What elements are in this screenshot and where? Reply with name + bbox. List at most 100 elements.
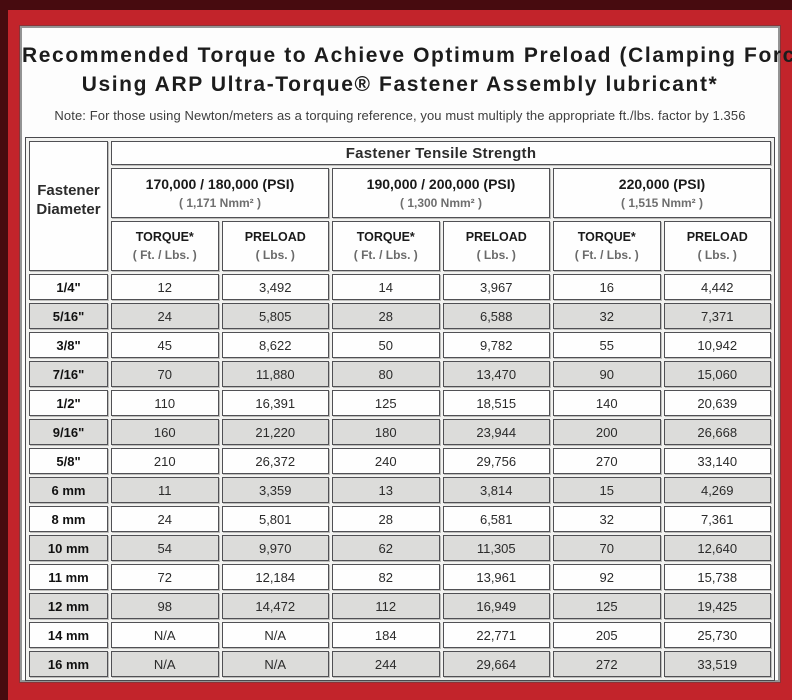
fastener-diameter-header-line2: Diameter (36, 200, 101, 218)
torque-value-cell: 82 (332, 564, 440, 590)
fastener-diameter-cell: 1/2" (29, 390, 108, 416)
frame-shadow-top (0, 0, 792, 10)
table-row: 14 mm N/A N/A 184 22,771 205 25,730 (29, 622, 771, 648)
torque-value-cell: 184 (332, 622, 440, 648)
table-row: 5/16" 24 5,805 28 6,588 32 7,371 (29, 303, 771, 329)
torque-value-cell: 200 (553, 419, 661, 445)
fastener-diameter-cell: 12 mm (29, 593, 108, 619)
table-row: 12 mm 98 14,472 112 16,949 125 19,425 (29, 593, 771, 619)
torque-value-cell: 32 (553, 506, 661, 532)
table-row: 10 mm 54 9,970 62 11,305 70 12,640 (29, 535, 771, 561)
preload-value-cell: 33,140 (663, 448, 771, 474)
psi-group-header-1: 170,000 / 180,000 (PSI) ( 1,171 Nmm² ) (111, 168, 329, 218)
torque-column-header: TORQUE* ( Ft. / Lbs. ) (111, 221, 219, 271)
torque-value-cell: 24 (111, 303, 219, 329)
fastener-diameter-cell: 14 mm (29, 622, 108, 648)
fastener-diameter-cell: 11 mm (29, 564, 108, 590)
torque-value-cell: 28 (332, 303, 440, 329)
preload-value-cell: 13,961 (442, 564, 550, 590)
torque-value-cell: 32 (553, 303, 661, 329)
preload-value-cell: 5,805 (221, 303, 329, 329)
preload-value-cell: 25,730 (663, 622, 771, 648)
preload-value-cell: 22,771 (442, 622, 550, 648)
fastener-diameter-header: Fastener Diameter (29, 141, 108, 271)
table-row: 6 mm 11 3,359 13 3,814 15 4,269 (29, 477, 771, 503)
torque-value-cell: 80 (332, 361, 440, 387)
torque-value-cell: 13 (332, 477, 440, 503)
preload-value-cell: 15,738 (663, 564, 771, 590)
torque-value-cell: 72 (111, 564, 219, 590)
torque-value-cell: 28 (332, 506, 440, 532)
torque-value-cell: 15 (553, 477, 661, 503)
torque-value-cell: 70 (553, 535, 661, 561)
preload-value-cell: 26,372 (221, 448, 329, 474)
preload-value-cell: N/A (221, 651, 329, 677)
column-header-row: TORQUE* ( Ft. / Lbs. ) PRELOAD ( Lbs. ) … (29, 221, 771, 271)
preload-value-cell: 29,756 (442, 448, 550, 474)
torque-value-cell: 55 (553, 332, 661, 358)
torque-value-cell: 12 (111, 274, 219, 300)
preload-column-header: PRELOAD ( Lbs. ) (442, 221, 550, 271)
fastener-diameter-cell: 3/8" (29, 332, 108, 358)
torque-table-body: 1/4" 12 3,492 14 3,967 16 4,442 5/16" 24 5,805 28 6… (29, 274, 771, 677)
preload-column-header: PRELOAD ( Lbs. ) (663, 221, 771, 271)
fastener-diameter-cell: 6 mm (29, 477, 108, 503)
torque-table: Fastener Diameter Fastener Tensile Stren… (25, 137, 775, 681)
preload-value-cell: 5,801 (221, 506, 329, 532)
torque-unit: ( Ft. / Lbs. ) (353, 248, 418, 262)
torque-value-cell: 90 (553, 361, 661, 387)
torque-value-cell: 54 (111, 535, 219, 561)
torque-value-cell: N/A (111, 651, 219, 677)
preload-value-cell: 11,880 (221, 361, 329, 387)
torque-value-cell: 92 (553, 564, 661, 590)
torque-value-cell: 50 (332, 332, 440, 358)
torque-value-cell: 160 (111, 419, 219, 445)
table-row: 1/4" 12 3,492 14 3,967 16 4,442 (29, 274, 771, 300)
spec-card: Recommended Torque to Achieve Optimum Pr… (20, 26, 792, 682)
preload-value-cell: 4,269 (663, 477, 771, 503)
fastener-diameter-cell: 5/8" (29, 448, 108, 474)
torque-unit: ( Ft. / Lbs. ) (574, 248, 639, 262)
table-row: 5/8" 210 26,372 240 29,756 270 33,140 (29, 448, 771, 474)
page-title: Recommended Torque to Achieve Optimum Pr… (22, 41, 792, 99)
preload-value-cell: 4,442 (663, 274, 771, 300)
preload-value-cell: 3,967 (442, 274, 550, 300)
fastener-diameter-cell: 10 mm (29, 535, 108, 561)
preload-value-cell: 33,519 (663, 651, 771, 677)
frame-shadow-left (0, 0, 8, 700)
note-text: Note: For those using Newton/meters as a… (54, 108, 746, 123)
torque-value-cell: 112 (332, 593, 440, 619)
table-row: 11 mm 72 12,184 82 13,961 92 15,738 (29, 564, 771, 590)
table-row: 3/8" 45 8,622 50 9,782 55 10,942 (29, 332, 771, 358)
preload-value-cell: 7,361 (663, 506, 771, 532)
preload-value-cell: 8,622 (221, 332, 329, 358)
preload-unit: ( Lbs. ) (255, 248, 295, 262)
torque-label: TORQUE* (135, 230, 194, 244)
preload-value-cell: N/A (221, 622, 329, 648)
preload-value-cell: 13,470 (442, 361, 550, 387)
preload-value-cell: 9,970 (221, 535, 329, 561)
preload-value-cell: 3,359 (221, 477, 329, 503)
preload-value-cell: 21,220 (221, 419, 329, 445)
tensile-strength-header: Fastener Tensile Strength (111, 141, 771, 165)
torque-value-cell: 16 (553, 274, 661, 300)
preload-value-cell: 10,942 (663, 332, 771, 358)
table-row: 7/16" 70 11,880 80 13,470 90 15,060 (29, 361, 771, 387)
torque-unit: ( Ft. / Lbs. ) (132, 248, 197, 262)
table-row: 9/16" 160 21,220 180 23,944 200 26,668 (29, 419, 771, 445)
title-line-2: Using ARP Ultra-Torque® Fastener Assembl… (81, 73, 719, 96)
torque-value-cell: 244 (332, 651, 440, 677)
torque-value-cell: 180 (332, 419, 440, 445)
fastener-diameter-cell: 7/16" (29, 361, 108, 387)
preload-value-cell: 3,814 (442, 477, 550, 503)
torque-value-cell: 205 (553, 622, 661, 648)
torque-column-header: TORQUE* ( Ft. / Lbs. ) (332, 221, 440, 271)
torque-value-cell: 140 (553, 390, 661, 416)
preload-value-cell: 12,640 (663, 535, 771, 561)
torque-value-cell: 98 (111, 593, 219, 619)
torque-value-cell: 70 (111, 361, 219, 387)
preload-label: PRELOAD (686, 230, 748, 244)
preload-unit: ( Lbs. ) (476, 248, 516, 262)
preload-column-header: PRELOAD ( Lbs. ) (221, 221, 329, 271)
nmm-value: ( 1,515 Nmm² ) (620, 196, 704, 210)
